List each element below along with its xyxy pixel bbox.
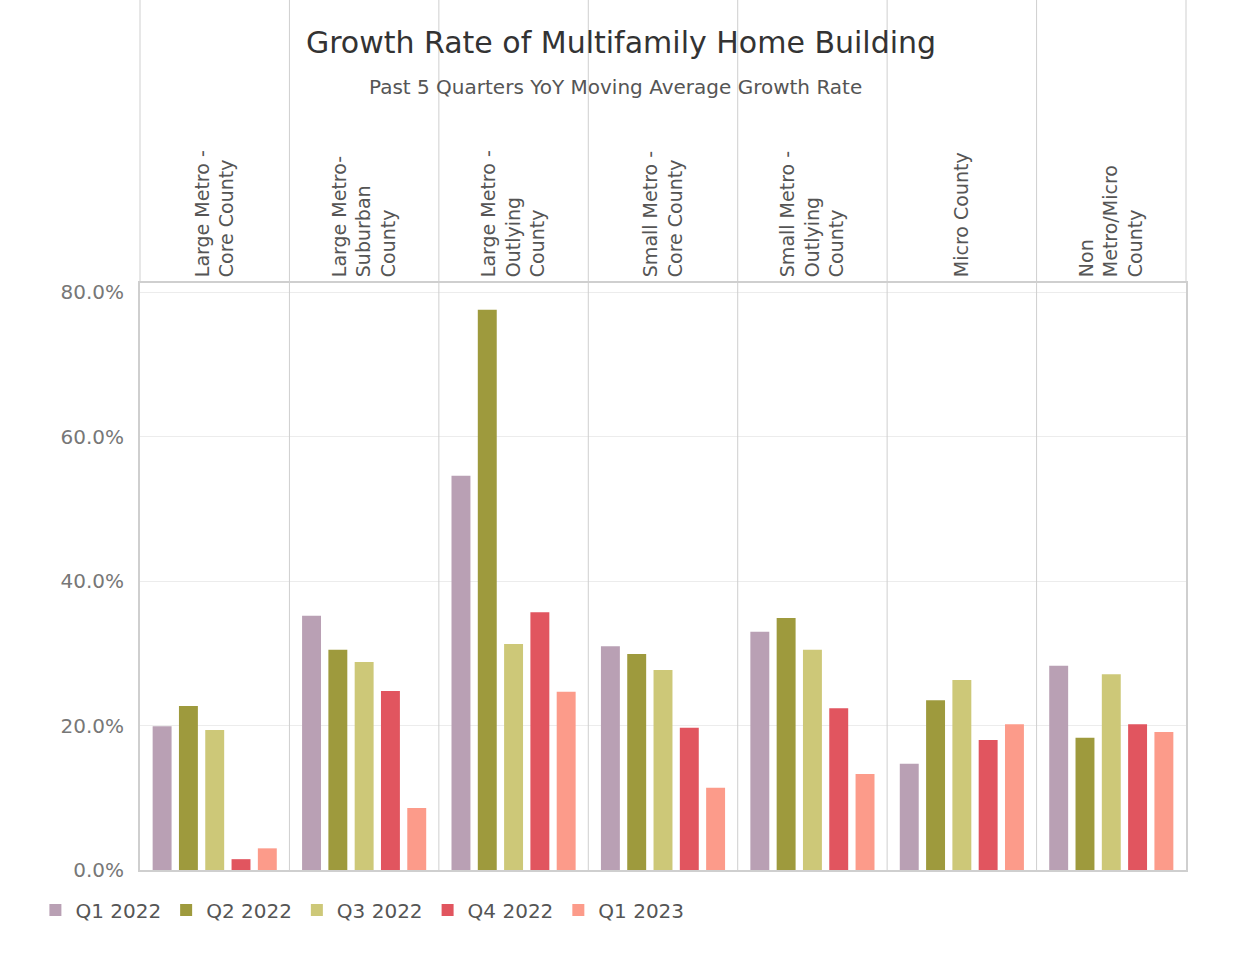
- svg-text:Large Metro-SuburbanCounty: Large Metro-SuburbanCounty: [328, 156, 399, 277]
- svg-text:Q2 2022: Q2 2022: [206, 899, 292, 923]
- svg-text:Large Metro -Core County: Large Metro -Core County: [191, 150, 238, 277]
- svg-text:Large Metro -OutlyingCounty: Large Metro -OutlyingCounty: [477, 150, 548, 277]
- svg-text:60.0%: 60.0%: [60, 425, 124, 449]
- svg-text:Micro County: Micro County: [950, 152, 972, 277]
- svg-text:Past 5 Quarters YoY Moving Ave: Past 5 Quarters YoY Moving Average Growt…: [369, 75, 862, 99]
- svg-text:0.0%: 0.0%: [73, 858, 124, 882]
- svg-text:40.0%: 40.0%: [60, 569, 124, 593]
- svg-text:Q4 2022: Q4 2022: [468, 899, 554, 923]
- svg-text:Growth Rate of Multifamily Hom: Growth Rate of Multifamily Home Building: [306, 25, 936, 60]
- svg-text:Small Metro -Core County: Small Metro -Core County: [639, 151, 686, 277]
- svg-text:Q1 2023: Q1 2023: [598, 899, 684, 923]
- svg-text:Q3 2022: Q3 2022: [337, 899, 423, 923]
- svg-text:20.0%: 20.0%: [60, 714, 124, 738]
- svg-text:NonMetro/MicroCounty: NonMetro/MicroCounty: [1075, 165, 1146, 277]
- svg-text:80.0%: 80.0%: [60, 280, 124, 304]
- svg-text:Small Metro -OutlyingCounty: Small Metro -OutlyingCounty: [776, 151, 847, 277]
- svg-text:Q1 2022: Q1 2022: [75, 899, 161, 923]
